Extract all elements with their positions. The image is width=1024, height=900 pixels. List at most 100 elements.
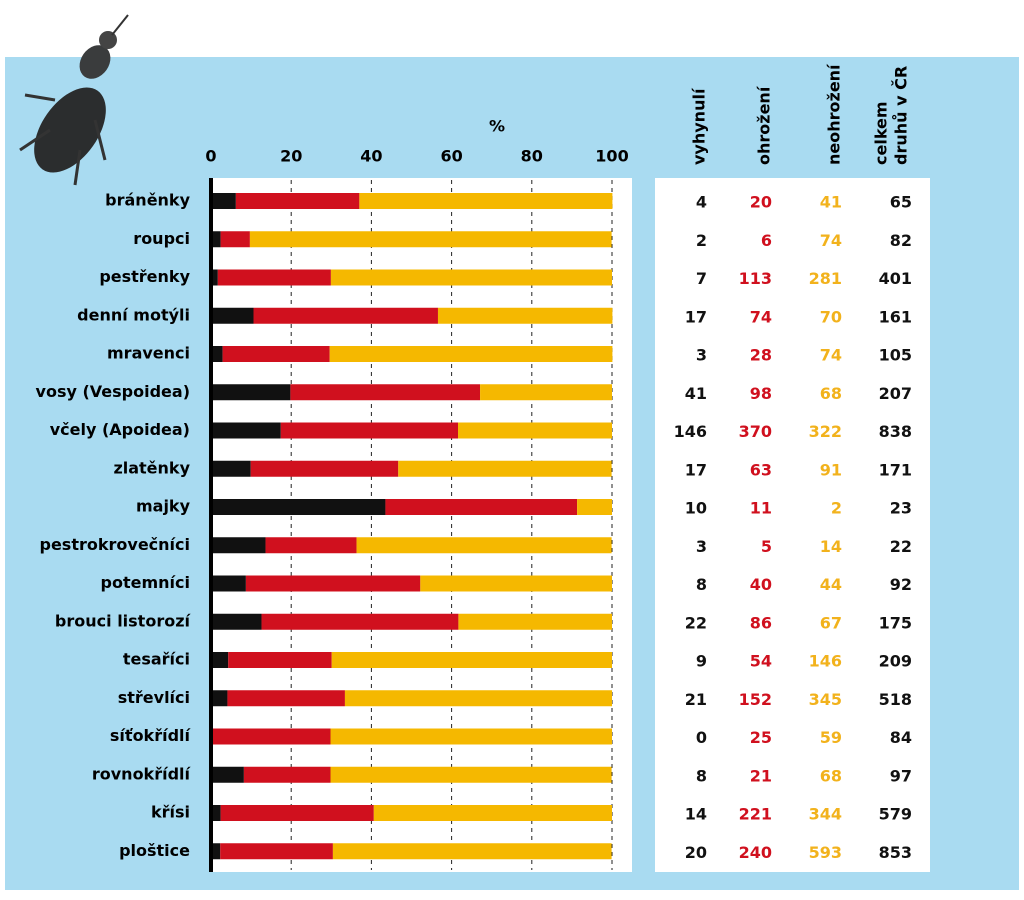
table-cell: 838 [879,422,912,441]
table-cell: 92 [890,575,912,594]
bar-segment [253,307,438,324]
bar-segment [290,384,481,401]
bar-segment [356,537,612,554]
bar-segment [227,690,345,707]
column-header: ohrožení [755,85,774,165]
table-cell: 20 [750,193,772,212]
table-cell: 40 [750,575,772,594]
category-label: pestrokrovečníci [40,535,191,554]
bar-segment [250,460,399,477]
bar-segment [211,193,236,209]
category-label: mravenci [107,344,190,363]
table-cell: 171 [879,460,912,479]
bar-segment [420,575,612,592]
column-header: celkem [872,101,891,165]
table-cell: 44 [820,575,842,594]
bar-segment [458,613,612,630]
table-cell: 8 [696,766,707,785]
table-cell: 70 [820,307,842,326]
category-label: denní motýli [77,305,190,324]
bar-segment [211,575,246,592]
bar-segment [577,499,612,515]
table-cell: 41 [820,193,842,212]
table-cell: 344 [809,805,842,824]
bar-segment [235,193,360,209]
x-tick-label: 20 [280,147,302,166]
bar-segment [211,460,251,477]
bar-segment [330,728,612,745]
table-cell: 17 [685,307,707,326]
table-cell: 281 [809,269,842,288]
table-cell: 59 [820,728,842,747]
table-cell: 22 [685,613,707,632]
bar-segment [220,843,333,860]
table-cell: 322 [809,422,842,441]
bar-segment [385,499,578,515]
table-cell: 4 [696,193,707,212]
bar-segment [331,652,612,668]
category-label: ploštice [119,841,190,860]
bar-segment [211,307,254,324]
category-label: bráněnky [105,191,190,210]
bar-segment [330,766,612,783]
category-label: síťokřídlí [110,726,192,745]
column-header: vyhynulí [690,87,709,165]
bar-segment [228,652,332,668]
table-cell: 5 [761,537,772,556]
category-label: vosy (Vespoidea) [36,382,190,401]
table-cell: 209 [879,652,912,671]
table-cell: 17 [685,460,707,479]
table-panel [655,178,930,872]
category-label: brouci listorozí [55,611,192,630]
table-cell: 240 [739,843,772,862]
table-cell: 20 [685,843,707,862]
table-cell: 175 [879,613,912,632]
table-cell: 518 [879,690,912,709]
table-cell: 63 [750,460,772,479]
column-header: neohrožení [825,63,844,165]
table-cell: 370 [739,422,772,441]
table-cell: 3 [696,346,707,365]
table-cell: 68 [820,766,842,785]
bar-segment [211,652,229,668]
table-cell: 11 [750,499,772,518]
table-cell: 221 [739,805,772,824]
table-cell: 97 [890,766,912,785]
table-cell: 22 [890,537,912,556]
table-cell: 579 [879,805,912,824]
x-tick-label: 40 [360,147,382,166]
plot-area [210,178,632,872]
category-label: majky [136,497,191,516]
column-header: druhů v ČR [892,66,911,165]
table-cell: 98 [750,384,772,403]
table-cell: 853 [879,843,912,862]
bar-segment [222,346,330,362]
table-cell: 152 [739,690,772,709]
bar-segment [217,269,331,286]
bar-segment [220,231,250,248]
table-cell: 0 [696,728,707,747]
bar-segment [211,537,266,554]
table-cell: 345 [809,690,842,709]
table-cell: 86 [750,613,772,632]
bar-segment [330,269,612,286]
category-label: roupci [133,229,190,248]
bar-segment [359,193,613,209]
bar-segment [261,613,459,630]
bar-segment [211,805,221,821]
category-label: rovnokřídlí [92,764,192,783]
bar-segment [211,613,262,630]
table-cell: 82 [890,231,912,250]
x-tick-label: 80 [521,147,543,166]
table-cell: 10 [685,499,707,518]
bar-segment [480,384,612,401]
bar-segment [265,537,357,554]
bar-segment [329,346,613,362]
table-cell: 401 [879,269,912,288]
table-cell: 41 [685,384,707,403]
table-cell: 91 [820,460,842,479]
bar-segment [211,269,218,286]
table-cell: 7 [696,269,707,288]
table-cell: 14 [820,537,842,556]
